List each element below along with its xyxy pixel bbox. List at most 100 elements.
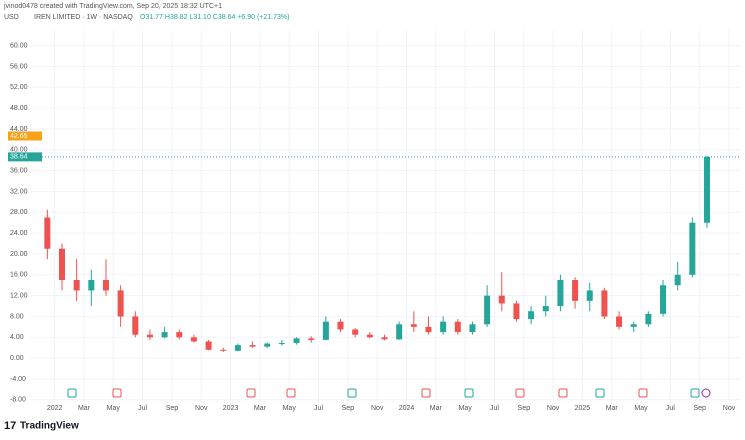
candle-body [205, 341, 212, 350]
x-tick-label: Nov [195, 405, 208, 412]
candle-body [190, 337, 197, 342]
logo-mark: 17 [4, 420, 16, 432]
event-icon [558, 388, 568, 398]
y-tick-label: 24.00 [10, 230, 28, 237]
x-tick-label: Jul [490, 405, 499, 412]
candle-body [660, 285, 667, 314]
y-tick-label: 60.00 [10, 42, 28, 49]
x-tick-label: Nov [371, 405, 384, 412]
candle-body [674, 274, 681, 286]
x-tick-label: Sep [518, 405, 531, 412]
x-tick-label: Mar [78, 405, 91, 412]
y-tick-label: 48.00 [10, 105, 28, 112]
x-tick-label: Mar [254, 405, 267, 412]
candle-body [454, 321, 461, 333]
candle-body [601, 290, 608, 317]
candle-body [528, 311, 535, 320]
x-tick-label: Nov [723, 405, 736, 412]
y-tick-label: 56.00 [10, 63, 28, 70]
event-icon [246, 388, 256, 398]
x-tick-label: 2022 [47, 405, 63, 412]
candle-body [264, 343, 271, 347]
x-tick-label: Sep [166, 405, 179, 412]
event-icon [421, 388, 431, 398]
x-tick-label: May [107, 405, 121, 412]
candle-body [249, 345, 256, 347]
y-tick-label: -8.00 [10, 397, 26, 404]
symbol: IREN LIMITED · 1W · NASDAQ [34, 14, 133, 21]
candle-body [366, 334, 373, 338]
y-tick-label: 4.00 [10, 334, 24, 341]
x-tick-label: Jul [666, 405, 675, 412]
price-marker-label: 42.65 [10, 133, 28, 140]
candle-body [293, 338, 300, 344]
y-tick-label: 40.00 [10, 147, 28, 154]
event-icon [67, 388, 77, 398]
logo: 17 TradingView [4, 420, 79, 432]
event-icon [638, 388, 648, 398]
candle-body [440, 321, 447, 333]
brand: TradingView [20, 421, 79, 432]
candle-body [425, 326, 432, 333]
x-tick-label: Jul [314, 405, 323, 412]
y-tick-label: 44.00 [10, 126, 28, 133]
price-marker [8, 131, 42, 141]
x-tick-label: Jul [138, 405, 147, 412]
event-icon [347, 388, 357, 398]
candle-body [586, 290, 593, 301]
candle-body [645, 313, 652, 325]
candle-body [58, 248, 65, 280]
candle-body [469, 324, 476, 333]
y-tick-label: 52.00 [10, 84, 28, 91]
candle-body [146, 334, 153, 338]
candle-body [220, 349, 227, 351]
x-tick-label: Mar [430, 405, 443, 412]
x-tick-label: 2024 [399, 405, 415, 412]
credit: jvinod0478 created with TradingView.com,… [3, 3, 222, 10]
candle-body [484, 295, 491, 325]
y-tick-label: 28.00 [10, 209, 28, 216]
candle-body [381, 337, 388, 340]
candle-body [44, 217, 51, 249]
ohlc: O31.77 H38.82 L31.10 C38.64 +6.90 (+21.7… [140, 14, 289, 21]
candle-body [337, 321, 344, 330]
price-marker-label: 38.64 [10, 154, 28, 161]
y-tick-label: 20.00 [10, 251, 28, 258]
candle-body [132, 316, 139, 335]
candle-body [352, 329, 359, 335]
x-tick-label: Sep [342, 405, 355, 412]
x-tick-label: Nov [547, 405, 560, 412]
x-tick-label: 2025 [575, 405, 591, 412]
x-tick-label: May [459, 405, 473, 412]
event-icon [701, 388, 711, 398]
y-tick-label: -4.00 [10, 376, 26, 383]
candle-body [322, 321, 329, 340]
candle-body [572, 280, 579, 301]
candle-body [689, 222, 696, 275]
candle-body [234, 345, 241, 351]
event-icon [464, 388, 474, 398]
candle-body [278, 343, 285, 345]
currency: USD [4, 14, 19, 21]
candle-body [73, 280, 80, 291]
candle-body [498, 295, 505, 304]
y-tick-label: 12.00 [10, 292, 28, 299]
event-icon [690, 388, 700, 398]
candle-body [308, 338, 315, 340]
candle-body [396, 324, 403, 340]
x-tick-label: 2023 [223, 405, 239, 412]
candle-body [176, 332, 183, 338]
candle-body [102, 280, 109, 291]
candle-body [616, 316, 623, 327]
candle-body [117, 290, 124, 317]
event-icon [595, 388, 605, 398]
price-marker [8, 152, 42, 162]
event-icon [112, 388, 122, 398]
candle-body [630, 324, 637, 327]
x-tick-label: Sep [693, 405, 706, 412]
candle-body [557, 280, 564, 307]
candle-body [513, 303, 520, 320]
candle-body [410, 324, 417, 327]
candle-body [88, 280, 95, 291]
